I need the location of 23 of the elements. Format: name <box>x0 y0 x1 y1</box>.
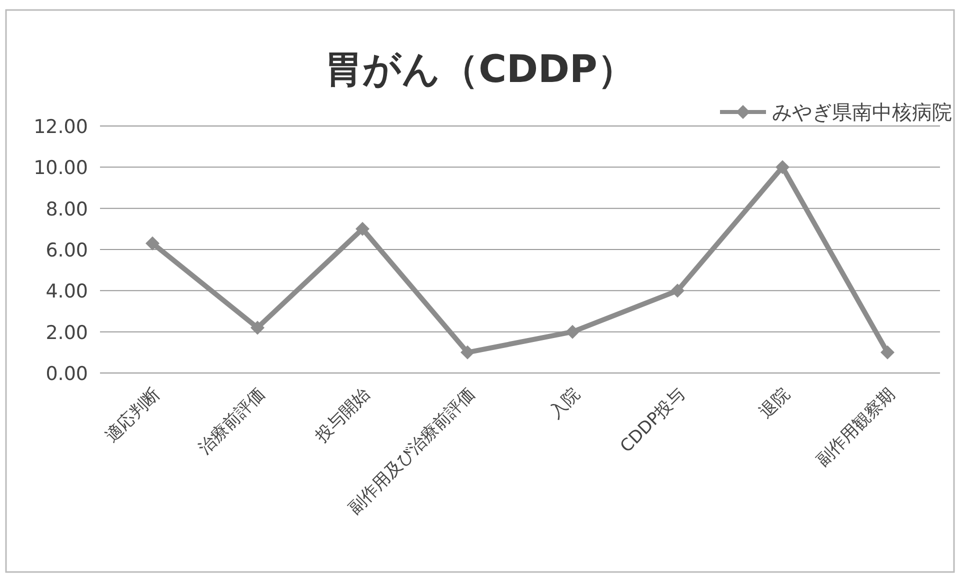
point <box>146 236 160 250</box>
x-tick-label: 入院 <box>546 384 584 423</box>
y-tick-label: 12.00 <box>34 116 88 138</box>
point <box>880 345 894 360</box>
x-tick-label: 適応判断 <box>102 384 164 447</box>
point <box>460 345 474 360</box>
y-tick-label: 0.00 <box>46 363 88 385</box>
point <box>356 222 370 236</box>
x-tick-label: 退院 <box>756 384 794 423</box>
legend-label: みやぎ県南中核病院 <box>772 100 952 124</box>
x-tick-label: 投与開始 <box>311 384 374 448</box>
point <box>250 320 264 335</box>
chart-title: 胃がん（CDDP） <box>324 47 636 91</box>
point <box>776 160 790 174</box>
x-tick-label: 副作用観察期 <box>812 384 900 471</box>
x-tick-label: 治療前評価 <box>194 384 270 459</box>
point <box>670 284 684 298</box>
point <box>566 324 580 339</box>
y-tick-label: 2.00 <box>46 322 88 344</box>
y-tick-label: 4.00 <box>46 280 88 303</box>
y-tick-label: 10.00 <box>34 157 88 180</box>
y-tick-label: 6.00 <box>46 240 88 262</box>
y-tick-label: 8.00 <box>46 198 88 220</box>
